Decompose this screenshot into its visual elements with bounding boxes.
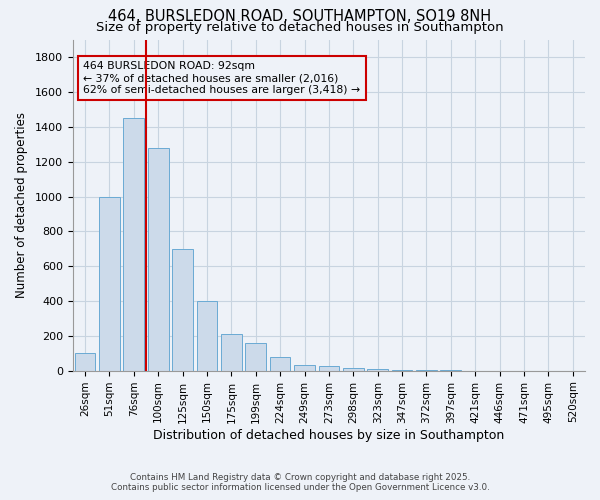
Bar: [197, 301, 217, 370]
Text: Size of property relative to detached houses in Southampton: Size of property relative to detached ho…: [96, 21, 504, 34]
Text: 464 BURSLEDON ROAD: 92sqm
← 37% of detached houses are smaller (2,016)
62% of se: 464 BURSLEDON ROAD: 92sqm ← 37% of detac…: [83, 62, 360, 94]
Text: Contains HM Land Registry data © Crown copyright and database right 2025.
Contai: Contains HM Land Registry data © Crown c…: [110, 473, 490, 492]
X-axis label: Distribution of detached houses by size in Southampton: Distribution of detached houses by size …: [153, 430, 505, 442]
Text: 464, BURSLEDON ROAD, SOUTHAMPTON, SO19 8NH: 464, BURSLEDON ROAD, SOUTHAMPTON, SO19 8…: [109, 9, 491, 24]
Bar: [148, 148, 169, 370]
Bar: [99, 196, 120, 370]
Bar: [124, 118, 144, 370]
Bar: [343, 368, 364, 370]
Bar: [319, 366, 339, 370]
Bar: [172, 249, 193, 370]
Y-axis label: Number of detached properties: Number of detached properties: [15, 112, 28, 298]
Bar: [221, 334, 242, 370]
Bar: [245, 343, 266, 370]
Bar: [74, 354, 95, 370]
Bar: [270, 357, 290, 370]
Bar: [294, 366, 315, 370]
